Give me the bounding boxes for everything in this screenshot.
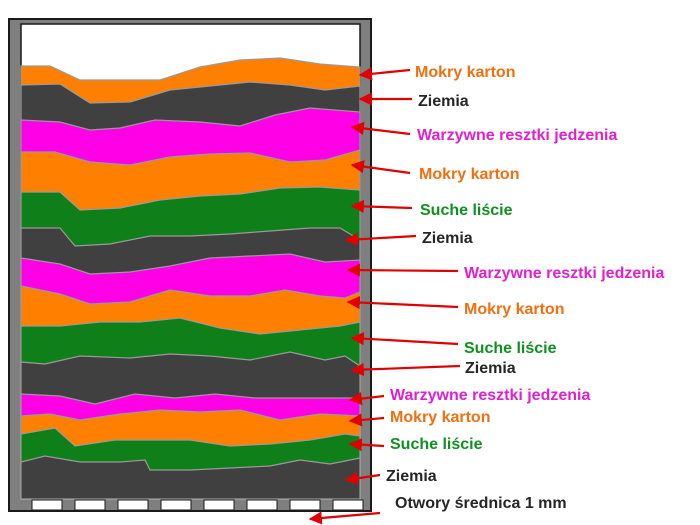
label-leaves-3: Suche liście	[390, 436, 483, 453]
drain-hole	[246, 499, 278, 511]
drain-hole	[31, 499, 63, 511]
drain-holes	[31, 499, 364, 511]
label-cardboard-2: Mokry karton	[419, 166, 519, 183]
arrow-leaves-2	[350, 332, 459, 346]
annotations: Mokry karton Ziemia Warzywne resztki jedze…	[308, 64, 664, 525]
label-soil-1: Ziemia	[418, 93, 469, 110]
drain-hole	[74, 499, 106, 511]
label-soil-3: Ziemia	[465, 360, 516, 377]
arrow-soil-2	[344, 232, 417, 246]
label-cardboard-4: Mokry karton	[390, 409, 490, 426]
drain-hole	[203, 499, 235, 511]
arrow-cardboard-2	[350, 160, 411, 175]
label-cardboard-1: Mokry karton	[415, 64, 515, 81]
arrow-soil-4	[344, 471, 381, 485]
arrow-food-3	[348, 392, 385, 406]
label-food-1: Warzywne resztki jedzenia	[417, 127, 617, 144]
drain-hole	[160, 499, 192, 511]
arrow-cardboard-3	[346, 295, 459, 310]
label-soil-4: Ziemia	[386, 468, 437, 485]
arrow-soil-3	[350, 362, 461, 377]
arrow-food-2	[346, 263, 459, 277]
label-food-2: Warzywne resztki jedzenia	[464, 265, 664, 282]
arrow-cardboard-4	[348, 413, 385, 427]
label-food-3: Warzywne resztki jedzenia	[390, 387, 590, 404]
arrow-holes	[308, 511, 381, 525]
label-cardboard-3: Mokry karton	[464, 301, 564, 318]
drain-hole	[117, 499, 149, 511]
arrow-leaves-1	[350, 199, 413, 213]
layer-soil-4	[20, 455, 361, 500]
label-leaves-1: Suche liście	[420, 202, 513, 219]
drain-hole	[332, 499, 364, 511]
arrow-leaves-3	[348, 438, 385, 452]
arrow-food-1	[350, 121, 411, 136]
drain-hole	[289, 499, 321, 511]
label-soil-2: Ziemia	[422, 230, 473, 247]
label-leaves-2: Suche liście	[464, 340, 557, 357]
arrow-cardboard-1	[358, 67, 411, 81]
label-drain-holes: Otwory średnica 1 mm	[395, 495, 567, 512]
layers-group	[20, 57, 361, 500]
